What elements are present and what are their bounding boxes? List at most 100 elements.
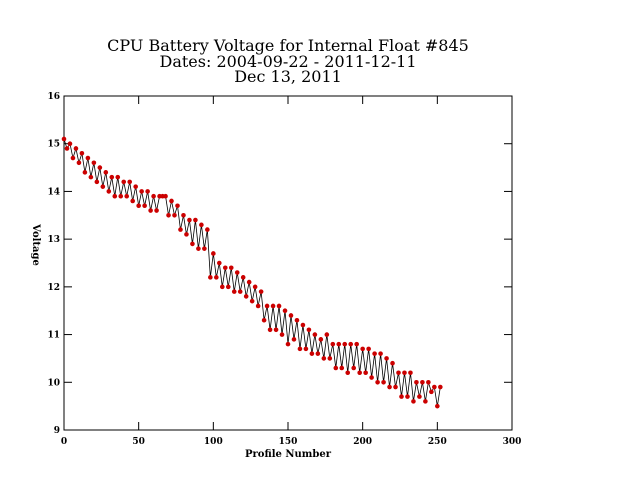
- data-point: [85, 155, 91, 161]
- data-point: [426, 379, 431, 385]
- data-point: [88, 174, 94, 180]
- data-point: [121, 179, 127, 185]
- data-point: [136, 203, 141, 209]
- data-point: [294, 317, 300, 323]
- data-point: [438, 384, 443, 390]
- data-point: [246, 279, 252, 285]
- data-point: [97, 165, 103, 170]
- data-point: [76, 160, 82, 166]
- y-tick-label: 10: [47, 378, 60, 388]
- data-point: [196, 246, 201, 251]
- data-point: [103, 170, 109, 175]
- data-point: [345, 370, 351, 376]
- data-point: [199, 222, 204, 228]
- data-point: [193, 217, 198, 223]
- data-point: [225, 284, 231, 290]
- data-point: [219, 284, 225, 290]
- data-point: [423, 399, 428, 404]
- data-point: [417, 394, 422, 399]
- data-point: [142, 203, 147, 209]
- data-point: [351, 365, 357, 371]
- y-axis-label: Voltage: [30, 223, 41, 266]
- data-point: [414, 379, 419, 385]
- data-point: [190, 241, 195, 247]
- data-point: [178, 227, 183, 232]
- x-tick-label: 300: [503, 437, 522, 447]
- data-point: [318, 337, 324, 342]
- x-tick-label: 250: [428, 437, 447, 447]
- data-point: [363, 370, 368, 376]
- data-point: [237, 289, 243, 294]
- y-tick-label: 12: [47, 283, 60, 293]
- data-point: [372, 351, 377, 356]
- x-tick-label: 100: [204, 437, 223, 447]
- data-point: [273, 327, 279, 333]
- data-point: [118, 193, 124, 199]
- data-point: [375, 379, 380, 385]
- chart-title: CPU Battery Voltage for Internal Float #…: [107, 36, 469, 55]
- data-point: [148, 208, 153, 213]
- data-point: [127, 179, 133, 185]
- y-tick-label: 11: [47, 331, 60, 341]
- data-point: [61, 136, 67, 142]
- data-point: [288, 313, 294, 318]
- data-point: [366, 346, 371, 352]
- data-point: [306, 327, 312, 333]
- data-point: [112, 193, 118, 199]
- data-point: [420, 379, 425, 385]
- data-point: [151, 193, 156, 199]
- data-point: [139, 189, 144, 194]
- data-point: [175, 203, 180, 209]
- data-point: [321, 356, 327, 361]
- data-point: [429, 389, 434, 395]
- data-point: [249, 298, 255, 304]
- data-point: [315, 351, 321, 356]
- data-point: [384, 356, 389, 361]
- y-tick-label: 15: [47, 140, 60, 150]
- y-tick-label: 13: [47, 235, 60, 245]
- data-point: [73, 146, 79, 151]
- data-point: [255, 303, 261, 309]
- data-point: [217, 260, 222, 266]
- data-point: [357, 370, 362, 376]
- data-point: [115, 174, 121, 180]
- data-point: [231, 289, 237, 294]
- data-point: [393, 384, 398, 390]
- data-point: [145, 189, 150, 194]
- chart-subtitle: Dates: 2004-09-22 - 2011-12-11: [159, 52, 416, 71]
- x-tick-label: 200: [353, 437, 372, 447]
- data-point: [324, 332, 330, 337]
- data-point: [279, 332, 285, 337]
- data-point: [208, 275, 213, 280]
- x-tick-label: 0: [61, 437, 67, 447]
- data-point: [270, 303, 276, 309]
- data-point: [172, 212, 177, 218]
- data-point: [109, 174, 115, 180]
- chart-date: Dec 13, 2011: [234, 67, 342, 86]
- data-point: [100, 184, 106, 189]
- data-point: [214, 275, 219, 280]
- y-tick-label: 16: [47, 92, 60, 102]
- data-point: [327, 356, 333, 361]
- data-point: [399, 394, 404, 399]
- data-point: [222, 265, 228, 271]
- x-tick-label: 150: [279, 437, 298, 447]
- data-point: [258, 289, 264, 294]
- data-point: [169, 198, 174, 204]
- data-point: [408, 370, 413, 376]
- y-tick-label: 14: [47, 187, 60, 197]
- data-point: [342, 341, 348, 347]
- y-tick-label: 9: [54, 426, 60, 436]
- data-point: [354, 341, 359, 347]
- data-point: [187, 217, 192, 223]
- data-point: [435, 403, 440, 409]
- data-point: [91, 160, 97, 166]
- data-point: [312, 332, 318, 337]
- data-point: [106, 189, 112, 194]
- data-point: [67, 141, 73, 147]
- data-point: [291, 337, 297, 342]
- data-point: [205, 227, 210, 232]
- data-point: [234, 270, 240, 275]
